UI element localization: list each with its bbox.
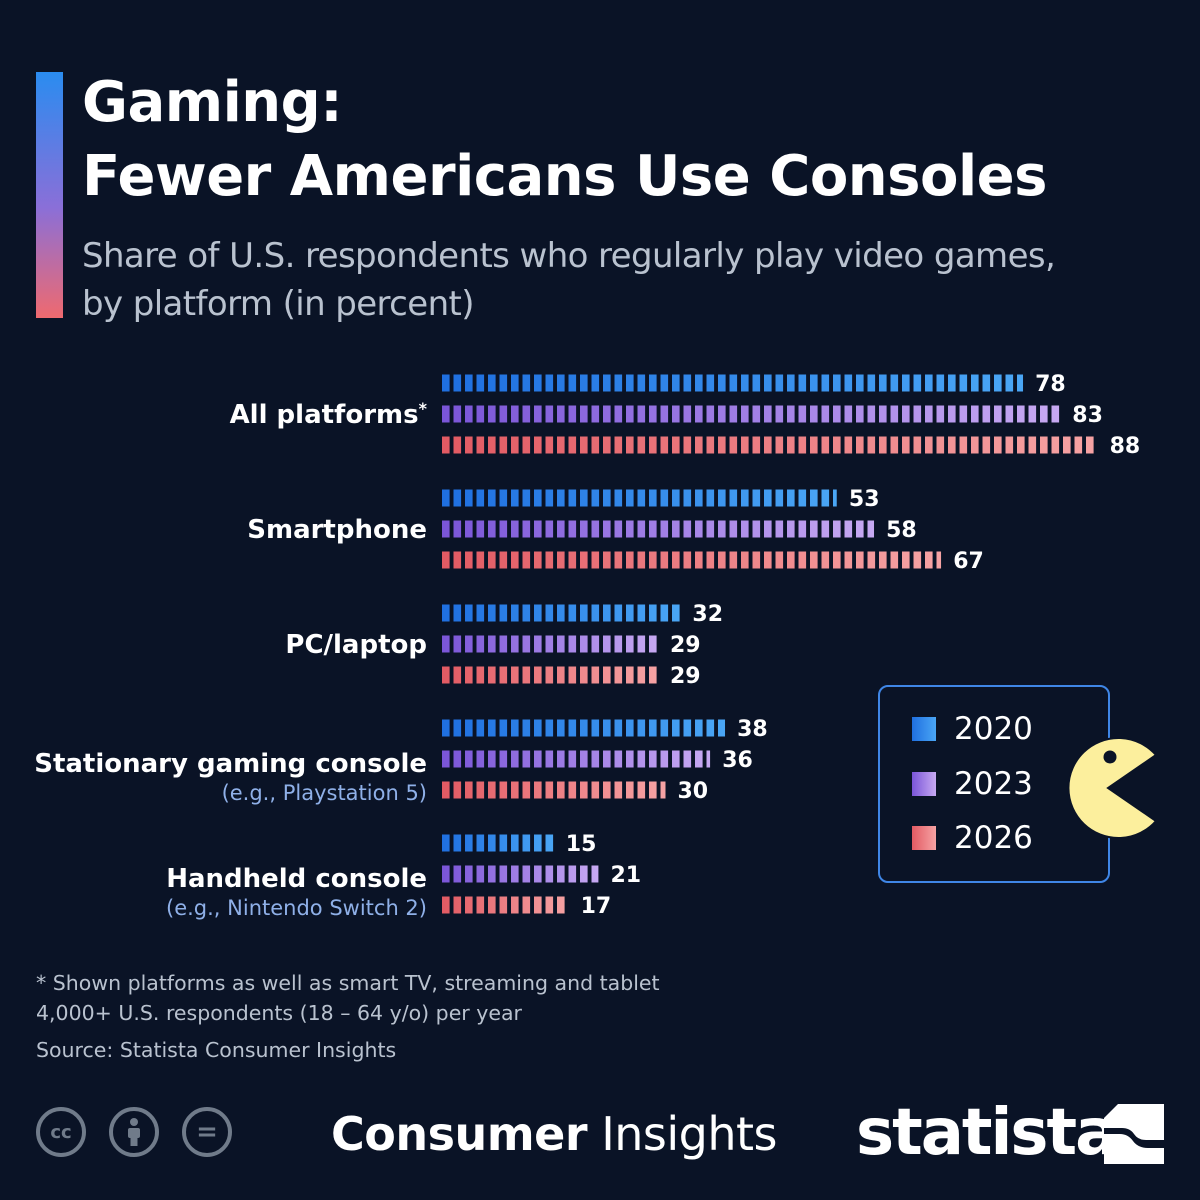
attribution-icon[interactable]: [109, 1107, 159, 1157]
category-note-3: (e.g., Playstation 5): [222, 781, 427, 805]
legend: 2020 2023 2026: [878, 685, 1110, 883]
value-label-2023-0: 83: [1072, 403, 1103, 428]
legend-label-2026: 2026: [954, 820, 1033, 856]
statista-logo[interactable]: statista: [856, 1096, 1118, 1170]
value-label-2020-3: 38: [737, 717, 768, 742]
bar-2020-3: [442, 719, 726, 737]
cc-icon[interactable]: cc: [36, 1107, 86, 1157]
footnote: * Shown platforms as well as smart TV, s…: [36, 968, 660, 1028]
bar-2020-2: [442, 604, 680, 622]
value-label-2026-1: 67: [953, 549, 984, 574]
value-label-2023-2: 29: [670, 633, 701, 658]
subtitle-line-1: Share of U.S. respondents who regularly …: [82, 236, 1056, 276]
value-label-2026-2: 29: [670, 664, 701, 689]
category-label-1: Smartphone: [247, 515, 427, 545]
source-note: Source: Statista Consumer Insights: [36, 1038, 397, 1062]
category-note-4: (e.g., Nintendo Switch 2): [166, 896, 427, 920]
person-icon: [128, 1118, 140, 1146]
value-label-2020-1: 53: [849, 487, 880, 512]
bar-2020-1: [442, 489, 837, 507]
brand-light: Insights: [601, 1107, 778, 1161]
bar-2026-3: [442, 781, 666, 799]
category-label-3: Stationary gaming console: [34, 749, 427, 779]
value-label-2026-0: 88: [1110, 434, 1141, 459]
bar-2023-0: [442, 405, 1060, 423]
title-line-1: Gaming:: [82, 70, 343, 135]
bar-2020-0: [442, 374, 1024, 392]
value-label-2023-1: 58: [886, 518, 917, 543]
bar-2026-0: [442, 436, 1094, 454]
chart-title: Gaming: Fewer Americans Use Consoles: [82, 66, 1048, 214]
value-label-2023-4: 21: [611, 863, 642, 888]
value-label-2020-2: 32: [692, 602, 723, 627]
bar-2020-4: [442, 834, 554, 852]
legend-item-2023: 2023: [912, 764, 1033, 804]
legend-swatch-2023: [912, 772, 936, 796]
value-label-2026-3: 30: [678, 779, 709, 804]
legend-label-2020: 2020: [954, 711, 1033, 747]
license-icons: cc =: [36, 1107, 255, 1157]
pacman-icon: [1067, 737, 1158, 839]
consumer-insights-brand: Consumer Insights: [331, 1104, 778, 1164]
bar-2026-4: [442, 896, 565, 914]
legend-item-2026: 2026: [912, 818, 1033, 858]
legend-swatch-2026: [912, 826, 936, 850]
bar-2023-1: [442, 520, 875, 538]
value-label-2020-0: 78: [1035, 372, 1066, 397]
footnote-line-2: 4,000+ U.S. respondents (18 – 64 y/o) pe…: [36, 1001, 522, 1025]
category-label-0: All platforms*: [230, 399, 428, 430]
statista-logo-icon: [1104, 1104, 1164, 1164]
bar-2023-2: [442, 635, 657, 653]
subtitle-line-2: by platform (in percent): [82, 284, 475, 324]
legend-label-2023: 2023: [954, 766, 1033, 802]
value-label-2026-4: 17: [581, 894, 612, 919]
bar-2026-1: [442, 551, 942, 569]
bar-2023-3: [442, 750, 711, 768]
title-accent-bar: [36, 72, 63, 318]
bar-2026-2: [442, 666, 657, 684]
category-label-4: Handheld console: [166, 864, 427, 894]
category-label-2: PC/laptop: [285, 630, 427, 660]
no-derivatives-icon[interactable]: =: [182, 1107, 232, 1157]
title-line-2: Fewer Americans Use Consoles: [82, 144, 1048, 209]
value-label-2020-4: 15: [566, 832, 597, 857]
bar-2023-4: [442, 865, 599, 883]
value-label-2023-3: 36: [722, 748, 753, 773]
legend-item-2020: 2020: [912, 709, 1033, 749]
footnote-line-1: * Shown platforms as well as smart TV, s…: [36, 971, 660, 995]
chart-subtitle: Share of U.S. respondents who regularly …: [82, 232, 1182, 328]
legend-swatch-2020: [912, 717, 936, 741]
brand-bold: Consumer: [331, 1107, 588, 1161]
